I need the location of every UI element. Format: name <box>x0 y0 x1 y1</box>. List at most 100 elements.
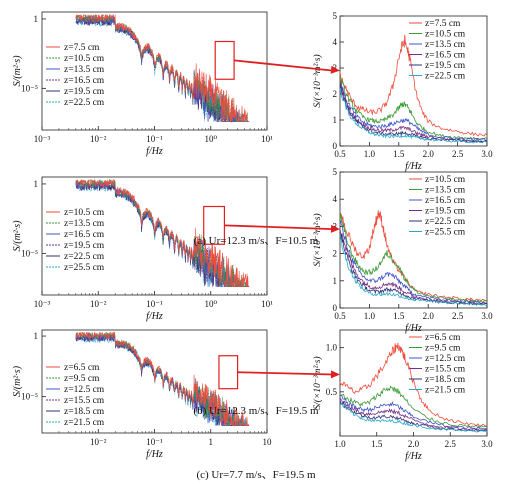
spectrum-series-line <box>75 179 250 288</box>
y-tick-label: 1 <box>333 115 338 125</box>
x-axis-label: f/Hz <box>146 449 163 460</box>
y-tick-label: 10⁻⁵ <box>21 392 38 402</box>
zoom-series-line <box>339 399 488 432</box>
x-tick-label: 1.0 <box>364 311 376 321</box>
x-tick-label: 10 <box>263 437 273 447</box>
legend-entry: z=25.5 cm <box>425 228 466 238</box>
zoom-series-line <box>339 401 488 433</box>
y-tick-label: 2 <box>333 249 338 259</box>
zoom-arrow-head <box>330 224 340 233</box>
zoom-arrow <box>237 371 334 376</box>
legend-entry: z=21.5 cm <box>64 418 105 428</box>
legend-entry: z=10.5 cm <box>64 54 105 64</box>
x-tick-label: 10⁻³ <box>34 299 51 309</box>
x-tick-label: 10⁰ <box>204 134 217 144</box>
legend-entry: z=10.5 cm <box>64 208 105 218</box>
legend-entry: z=22.5 cm <box>425 217 466 227</box>
legend-entry: z=19.5 cm <box>64 241 105 251</box>
zoom-series-line <box>339 75 488 141</box>
legend-entry: z=12.5 cm <box>64 385 105 395</box>
y-tick-label: 0 <box>333 303 338 313</box>
legend-entry: z=22.5 cm <box>64 98 105 108</box>
x-tick-label: 3.0 <box>481 149 493 159</box>
caption-b: (b) Ur=12.3 m/s、F=19.5 m <box>193 405 319 417</box>
x-tick-label: 10⁻³ <box>34 134 51 144</box>
x-tick-label: 1.0 <box>364 149 376 159</box>
zoom-series-line <box>339 87 488 144</box>
x-tick-label: 10⁻¹ <box>146 299 163 309</box>
zoom-series-line <box>339 397 488 432</box>
legend-entry: z=19.5 cm <box>425 207 466 217</box>
x-tick-label: 1.5 <box>393 149 405 159</box>
x-tick-label: 2.0 <box>423 311 435 321</box>
y-tick-label: 5 <box>333 11 338 21</box>
legend-entry: z=13.5 cm <box>64 65 105 75</box>
legend-entry: z=13.5 cm <box>425 186 466 196</box>
y-tick-label: 1 <box>34 179 39 189</box>
legend-entry: z=13.5 cm <box>425 40 466 50</box>
legend-entry: z=12.5 cm <box>425 354 466 364</box>
y-axis-label: S/(m²·s) <box>12 220 23 252</box>
legend-entry: z=16.5 cm <box>425 196 466 206</box>
y-axis-label: S/(m²·s) <box>12 55 23 87</box>
zoom-arrow <box>233 59 334 72</box>
legend-entry: z=16.5 cm <box>64 230 105 240</box>
zoom-arrow-head <box>330 65 340 74</box>
x-tick-label: 1.5 <box>371 439 383 449</box>
x-tick-label: 2.5 <box>452 149 464 159</box>
y-tick-label: 1 <box>333 276 338 286</box>
x-tick-label: 3.0 <box>481 311 493 321</box>
zoom-arrow-head <box>330 370 340 379</box>
legend-entry: z=10.5 cm <box>425 175 466 185</box>
x-tick-label: 3.0 <box>481 439 493 449</box>
zoom-series-line <box>339 394 488 430</box>
x-tick-label: 10⁻¹ <box>146 437 163 447</box>
legend-entry: z=10.5 cm <box>425 30 466 40</box>
legend-entry: z=22.5 cm <box>425 72 466 82</box>
y-tick-label: 1 <box>34 331 39 341</box>
zoom-series-line <box>339 236 488 307</box>
x-tick-label: 10⁻² <box>90 437 107 447</box>
x-tick-label: 2.5 <box>445 439 457 449</box>
legend-entry: z=6.5 cm <box>64 363 100 373</box>
y-tick-label: 5 <box>333 167 338 177</box>
spectrum-series-line <box>75 331 250 427</box>
y-tick-label: 4 <box>333 194 338 204</box>
legend-entry: z=9.5 cm <box>64 374 100 384</box>
zoom-box <box>218 355 239 390</box>
legend-entry: z=16.5 cm <box>425 51 466 61</box>
y-tick-label: 4 <box>333 37 338 47</box>
legend-entry: z=19.5 cm <box>425 61 466 71</box>
caption-c: (c) Ur=7.7 m/s、F=19.5 m <box>196 469 316 481</box>
x-tick-label: 0.5 <box>334 311 346 321</box>
legend-entry: z=7.5 cm <box>425 19 461 29</box>
legend-entry: z=21.5 cm <box>425 386 466 396</box>
zoom-series-line <box>339 85 488 144</box>
zoom-series-line <box>339 220 488 305</box>
x-axis-label: f/Hz <box>405 451 422 462</box>
x-tick-label: 1.5 <box>393 311 405 321</box>
zoom-series-line <box>339 233 488 306</box>
legend-entry: z=9.5 cm <box>425 344 461 354</box>
plot-frame <box>339 171 488 309</box>
y-tick-label: 3 <box>333 221 338 231</box>
y-tick-label: 2 <box>333 89 338 99</box>
x-tick-label: 10⁻¹ <box>146 134 163 144</box>
x-tick-label: 2.5 <box>452 311 464 321</box>
x-tick-label: 10⁰ <box>204 299 217 309</box>
y-tick-label: 0.5 <box>326 387 338 397</box>
legend-entry: z=16.5 cm <box>64 76 105 86</box>
legend-entry: z=18.5 cm <box>425 375 466 385</box>
y-tick-label: 10⁻⁵ <box>21 83 38 93</box>
zoom-series-line <box>339 213 488 304</box>
spectrum-series-line <box>75 13 250 123</box>
x-tick-label: 10⁻² <box>90 134 107 144</box>
y-tick-label: 0 <box>333 141 338 151</box>
x-tick-label: 10⁻² <box>90 299 107 309</box>
x-axis-label: f/Hz <box>146 146 163 157</box>
x-tick-label: 2.0 <box>423 149 435 159</box>
y-axis-label: S/(×10⁻³m²·s) <box>312 356 323 409</box>
zoom-series-line <box>339 385 488 428</box>
legend-entry: z=22.5 cm <box>64 252 105 262</box>
